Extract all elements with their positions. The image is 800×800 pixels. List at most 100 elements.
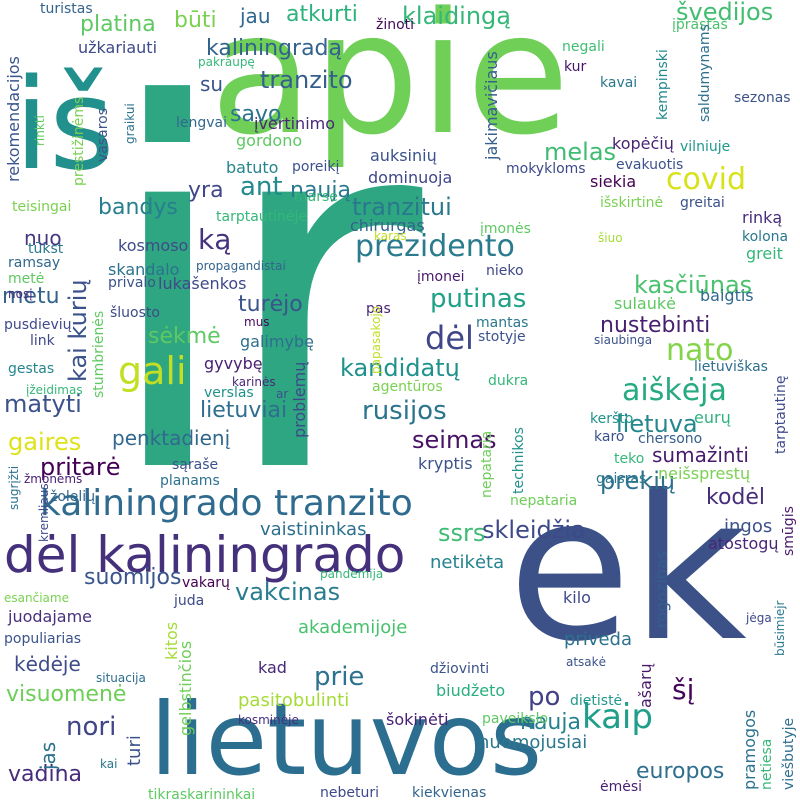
word-poreiki: poreikį [292, 159, 340, 175]
word-ukrainoje: smūgis [781, 506, 797, 556]
word-vilniuje: vilniuje [680, 139, 731, 155]
word-sezonas: sezonas [734, 90, 791, 106]
word-turistas: turistas [40, 1, 93, 17]
word-svedijos: švedijos [676, 0, 774, 26]
word-platina: platina [80, 12, 156, 37]
word-stotyje: stotyje [478, 329, 526, 345]
word-privalo: privalo [108, 275, 156, 291]
word-iprastas: įprastas [672, 17, 728, 33]
word-nustebinti: nustebinti [600, 313, 711, 338]
word-kosmineje: kosminėje [238, 713, 299, 727]
word-del-kaliningrado: dėl kaliningrado [4, 526, 406, 584]
word-tranzitui: tranzitui [352, 193, 452, 221]
word-priveda: priveda [564, 629, 633, 650]
word-melas: melas [544, 138, 617, 166]
word-lukasenkos: lukašenkos [158, 274, 247, 293]
word-matyti: matyti [4, 390, 82, 418]
word-imones: įmonės [480, 221, 531, 237]
word-prestizinems: prestižinėms [71, 96, 87, 186]
word-jega: jėga [746, 611, 772, 625]
word-kur: kur [564, 59, 587, 75]
word-tarptautineje: tarptautinėje [216, 209, 308, 225]
word-gelbstincios: gelbstinčios [176, 640, 195, 736]
word-lietuviai: lietuviai [200, 398, 288, 423]
word-bandys: bandys [98, 195, 178, 220]
word-nauja-acc: naują [290, 178, 351, 203]
word-kavai: kavai [600, 75, 638, 91]
word-mete: metė [8, 271, 45, 287]
word-link: link [30, 333, 55, 349]
word-asaru: ašarų [636, 663, 655, 708]
word-propagandistai: propagandistai [196, 259, 286, 273]
word-ssrs: ssrs [438, 519, 486, 547]
word-kodel: kodėl [706, 485, 766, 510]
word-sokineti: šokinėti [386, 710, 449, 729]
word-kaliningrada: kaliningradą [206, 36, 342, 61]
word-lietuva: lietuva [616, 410, 698, 438]
word-ka: ką [198, 223, 232, 256]
word-kandidatu: kandidatų [340, 354, 460, 382]
word-sumazinti: sumažinti [652, 443, 749, 467]
word-buti: būti [174, 8, 217, 33]
word-baigtis: baigtis [700, 286, 754, 305]
word-kai-kuriu: kai kurių [64, 279, 92, 382]
word-nori: nori [66, 712, 117, 742]
word-nuo: nuo [24, 226, 62, 250]
word-uzkariauti: užkariauti [78, 38, 158, 57]
word-lietuviskas: lietuviškas [694, 359, 768, 375]
word-europos: europos [636, 759, 725, 784]
word-kryptis: kryptis [418, 454, 473, 473]
word-apie: apie [210, 0, 570, 172]
word-prekiu: prekių [600, 467, 676, 495]
word-mokykloms: mokykloms [506, 161, 586, 177]
word-su: su [200, 72, 224, 96]
word-gyvybe: gyvybę [204, 354, 263, 373]
word-papasakojo: papasakojo [369, 305, 383, 374]
word-klaidinga: klaidingą [402, 2, 511, 30]
word-ramsay: ramsay [8, 255, 61, 271]
word-graikui: graikui [123, 103, 137, 144]
word-emesi: ėmėsi [600, 779, 643, 795]
word-stumbrienes: stumbrienės [91, 310, 107, 398]
word-tukst: tūkst [28, 241, 64, 257]
word-covid: covid [666, 162, 746, 197]
word-kopeciu: kopėčių [612, 134, 674, 153]
word-isskirtine: išskirtinė [600, 195, 664, 211]
word-esanciame: esančiame [4, 591, 69, 605]
word-technikos: technikos [511, 427, 527, 494]
word-planams: planams [160, 473, 220, 489]
word-si: šį [672, 673, 695, 706]
word-juodajame: juodajame [8, 607, 93, 626]
word-nosi: nosį [8, 287, 33, 301]
word-galimybe: galimybę [240, 332, 314, 351]
word-jas: jas [36, 741, 60, 770]
word-imonei: įmonei [417, 269, 465, 285]
word-gordono: gordono [236, 131, 303, 150]
word-mantas: mantas [476, 315, 529, 331]
word-evakuotis: evakuotis [616, 157, 684, 173]
word-po: po [528, 682, 561, 712]
word-paveikslo: paveikslo [482, 711, 549, 727]
word-siekia: siekia [590, 172, 637, 191]
word-kempinski: kempinski [655, 49, 671, 120]
word-sluosto: šluosto [110, 305, 160, 321]
word-rekomendacijos: rekomendacijos [4, 56, 23, 182]
word-rogozinas: rogozinas [652, 550, 671, 628]
word-turi: turi [124, 735, 145, 766]
word-rusijos: rusijos [362, 396, 447, 426]
word-teko: teko [614, 451, 645, 467]
word-pakraupe: pakraupę [198, 55, 255, 69]
word-nato: nato [666, 333, 734, 368]
word-populiarias: populiarias [4, 631, 82, 647]
word-dukra: dukra [488, 373, 529, 389]
word-zinoti: žinoti [376, 17, 415, 33]
word-chersono: chersono [638, 431, 703, 447]
word-ek: ek [508, 453, 747, 686]
word-del: dėl [425, 319, 474, 357]
word-marse: marse [294, 189, 338, 205]
word-juda: juda [174, 593, 205, 609]
word-lietuvos: lietuvos [150, 681, 543, 798]
word-ingos: ingos [724, 516, 773, 537]
word-vakaru: vakarų [182, 575, 230, 591]
